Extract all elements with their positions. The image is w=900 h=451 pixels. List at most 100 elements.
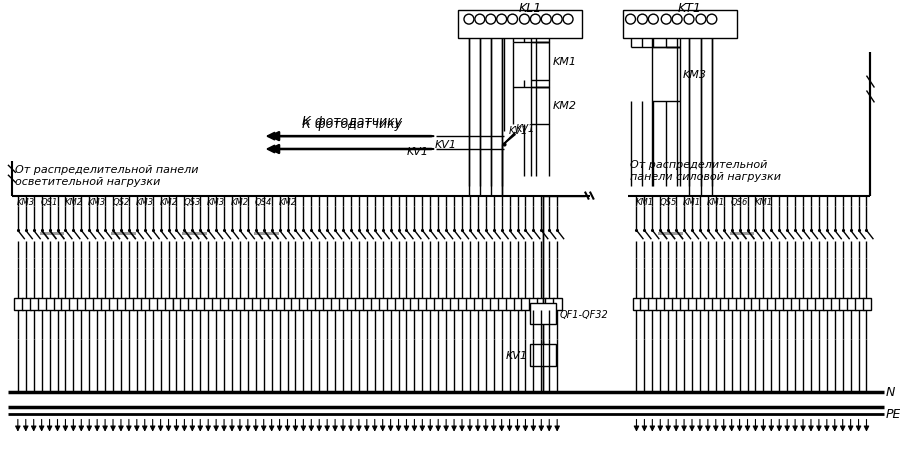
Bar: [196, 298, 205, 310]
Bar: [530, 303, 556, 325]
Bar: [347, 298, 356, 310]
Bar: [69, 298, 78, 310]
Bar: [652, 48, 680, 102]
Circle shape: [475, 15, 485, 25]
Bar: [418, 298, 427, 310]
Bar: [86, 298, 94, 310]
Text: KM2: KM2: [231, 198, 249, 207]
Bar: [402, 298, 411, 310]
Bar: [140, 298, 149, 310]
Bar: [165, 298, 174, 310]
Bar: [775, 298, 784, 310]
Bar: [173, 298, 182, 310]
Bar: [458, 11, 582, 39]
Bar: [61, 298, 70, 310]
Bar: [752, 298, 760, 310]
Bar: [46, 298, 55, 310]
Circle shape: [672, 15, 682, 25]
Bar: [363, 298, 372, 310]
Bar: [434, 298, 443, 310]
Bar: [712, 298, 721, 310]
Text: осветительной нагрузки: осветительной нагрузки: [15, 176, 160, 186]
Bar: [133, 298, 142, 310]
Text: PE: PE: [886, 407, 900, 420]
Bar: [672, 298, 681, 310]
Bar: [300, 298, 309, 310]
Bar: [111, 233, 136, 236]
Bar: [728, 298, 736, 310]
Bar: [339, 298, 348, 310]
Bar: [521, 298, 530, 310]
Bar: [371, 298, 380, 310]
Bar: [514, 298, 523, 310]
Bar: [482, 298, 490, 310]
Bar: [220, 298, 229, 310]
Bar: [204, 298, 213, 310]
Text: KM3: KM3: [683, 70, 707, 80]
Bar: [831, 298, 840, 310]
Bar: [260, 298, 269, 310]
Text: От распределительной панели: От распределительной панели: [15, 165, 198, 175]
Bar: [292, 298, 301, 310]
Bar: [355, 298, 364, 310]
Text: KM2: KM2: [64, 198, 83, 207]
Bar: [275, 298, 284, 310]
Bar: [862, 298, 871, 310]
Bar: [323, 298, 332, 310]
Bar: [22, 298, 31, 310]
Bar: [623, 11, 736, 39]
Bar: [529, 298, 538, 310]
Bar: [648, 298, 657, 310]
Circle shape: [530, 15, 540, 25]
Bar: [244, 298, 253, 310]
Text: KV1: KV1: [508, 126, 527, 136]
Circle shape: [497, 15, 507, 25]
Bar: [14, 298, 22, 310]
Text: К фотодатчику: К фотодатчику: [302, 115, 402, 128]
Text: панели силовой нагрузки: панели силовой нагрузки: [629, 171, 780, 181]
Bar: [236, 298, 245, 310]
Bar: [252, 298, 261, 310]
Bar: [109, 298, 118, 310]
Circle shape: [662, 15, 671, 25]
Text: KV1: KV1: [516, 124, 535, 134]
Bar: [720, 298, 729, 310]
Bar: [839, 298, 848, 310]
Text: KL1: KL1: [518, 2, 542, 15]
Bar: [823, 298, 832, 310]
Bar: [442, 298, 451, 310]
Bar: [791, 298, 800, 310]
Bar: [704, 298, 713, 310]
Bar: [38, 298, 47, 310]
Bar: [379, 298, 388, 310]
Bar: [760, 298, 769, 310]
Text: N: N: [886, 386, 895, 399]
Text: KV1: KV1: [406, 147, 428, 156]
Circle shape: [519, 15, 529, 25]
Text: KM1: KM1: [706, 198, 724, 207]
Bar: [545, 298, 554, 310]
Text: KM1: KM1: [553, 57, 576, 67]
Bar: [537, 298, 546, 310]
Bar: [743, 298, 752, 310]
Bar: [641, 298, 650, 310]
Circle shape: [626, 15, 635, 25]
Bar: [855, 298, 863, 310]
Circle shape: [508, 15, 518, 25]
Bar: [847, 298, 856, 310]
Text: KM3: KM3: [88, 198, 106, 207]
Bar: [688, 298, 697, 310]
Bar: [125, 298, 134, 310]
Bar: [410, 298, 419, 310]
Circle shape: [563, 15, 573, 25]
Bar: [427, 298, 436, 310]
Bar: [267, 298, 276, 310]
Bar: [730, 233, 754, 236]
Text: KM1: KM1: [683, 198, 701, 207]
Bar: [466, 298, 475, 310]
Text: KV1: KV1: [434, 140, 456, 150]
Circle shape: [706, 15, 716, 25]
Text: От распределительной: От распределительной: [629, 160, 767, 170]
Bar: [450, 298, 459, 310]
Bar: [814, 298, 824, 310]
